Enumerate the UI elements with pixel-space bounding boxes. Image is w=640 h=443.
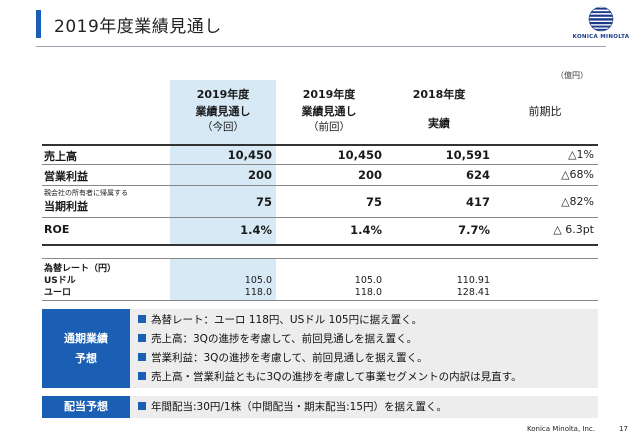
forecast-line-text: 為替レート：ユーロ 118円、USドル 105円に据え置く。 [151,314,423,326]
fx-eur-actual: 128.41 [456,287,490,298]
header-current-type: 業績見通し [195,105,251,118]
fx-rule-top [42,258,598,259]
dividend-lines: 年間配当:30円/1株（中間配当・期末配当:15円）を据え置く。 [138,397,447,417]
row-label-sales: 売上高 [44,150,77,163]
header-change: 前期比 [500,103,590,120]
forecast-line-text: 売上高：3Qの進捗を考慮して、前回見通しを据え置く。 [151,333,418,345]
fx-usd-previous: 105.0 [354,275,382,286]
bullet-square-icon [138,402,146,410]
fx-title: 為替レート（円） [44,264,117,274]
cell-net-previous: 75 [365,195,382,209]
highlight-column-fx [170,258,276,300]
forecast-lines: 為替レート：ユーロ 118円、USドル 105円に据え置く。 売上高：3Qの進捗… [138,311,522,387]
row-label-net-profit: 親会社の所有者に帰属する 当期利益 [44,189,128,214]
header-current-year: 2019年度 [196,88,250,101]
table-rule [42,185,598,186]
forecast-line: 売上高：3Qの進捗を考慮して、前回見通しを据え置く。 [138,330,522,349]
table-rule-bottom [42,244,598,246]
forecast-line-text: 営業利益：3Qの進捗を考慮して、前回見通しを据え置く。 [151,352,428,364]
globe-icon [588,6,614,32]
dividend-tag: 配当予想 [42,396,130,418]
bullet-square-icon [138,334,146,342]
header-previous-type: 業績見通し [301,105,357,118]
forecast-line: 為替レート：ユーロ 118円、USドル 105円に据え置く。 [138,311,522,330]
footer-company: Konica Minolta, Inc. [527,425,595,433]
header-actual-year: 2018年度 [412,88,466,101]
fx-usd-current: 105.0 [244,275,272,286]
company-logo: KONICA MINOLTA [570,6,632,46]
cell-roe-actual: 7.7% [458,223,490,237]
cell-sales-current: 10,450 [227,148,272,162]
cell-op-actual: 624 [465,168,490,182]
forecast-line: 営業利益：3Qの進捗を考慮して、前回見通しを据え置く。 [138,349,522,368]
fx-usd-actual: 110.91 [456,275,490,286]
title-accent-bar [36,10,41,38]
fx-eur-previous: 118.0 [354,287,382,298]
row-label-roe: ROE [44,223,70,236]
forecast-tag-line2: 予想 [75,352,97,365]
row-label-net-profit-main: 当期利益 [44,200,88,213]
table-rule [42,217,598,218]
fx-label-eur: ユーロ [44,288,72,298]
cell-sales-actual: 10,591 [445,148,490,162]
forecast-tag-line1: 通期業績 [64,332,108,345]
table-rule-top [42,144,598,146]
cell-roe-current: 1.4% [240,223,272,237]
header-current: 2019年度 業績見通し （今回） [170,86,276,134]
table-rule [42,164,598,165]
cell-sales-change: △1% [568,148,594,161]
logo-wordmark: KONICA MINOLTA [572,34,630,40]
row-label-net-profit-prefix: 親会社の所有者に帰属する [44,189,128,197]
page-number: 17 [619,425,628,433]
cell-net-actual: 417 [465,195,490,209]
forecast-line-text: 売上高・営業利益ともに3Qの進捗を考慮して事業セグメントの内訳は見直す。 [151,371,522,383]
dividend-box: 配当予想 年間配当:30円/1株（中間配当・期末配当:15円）を据え置く。 [42,396,598,418]
cell-roe-previous: 1.4% [350,223,382,237]
cell-op-current: 200 [247,168,272,182]
cell-net-current: 75 [255,195,272,209]
cell-sales-previous: 10,450 [337,148,382,162]
cell-op-change: △68% [561,168,594,181]
dividend-line-text: 年間配当:30円/1株（中間配当・期末配当:15円）を据え置く。 [151,401,448,413]
title-bar: 2019年度業績見通し [0,0,640,50]
dividend-line: 年間配当:30円/1株（中間配当・期末配当:15円）を据え置く。 [138,397,447,417]
forecast-line: 売上高・営業利益ともに3Qの進捗を考慮して事業セグメントの内訳は見直す。 [138,368,522,387]
header-previous-year: 2019年度 [302,88,356,101]
bullet-square-icon [138,372,146,380]
header-actual: 2018年度 実績 [386,86,492,132]
header-current-note: （今回） [202,121,244,133]
forecast-tag: 通期業績 予想 [42,309,130,388]
forecast-box: 通期業績 予想 為替レート：ユーロ 118円、USドル 105円に据え置く。 売… [42,309,598,388]
fx-eur-current: 118.0 [244,287,272,298]
header-actual-type: 実績 [428,117,450,130]
bullet-square-icon [138,315,146,323]
fx-rule-bottom [42,300,598,301]
row-label-operating-profit: 営業利益 [44,170,88,183]
cell-roe-change: △ 6.3pt [553,223,594,236]
header-previous: 2019年度 業績見通し （前回） [276,86,382,134]
header-change-label: 前期比 [528,105,562,118]
fx-label-usd: USドル [44,276,76,286]
unit-label: （億円） [556,71,588,80]
cell-op-previous: 200 [357,168,382,182]
page-title: 2019年度業績見通し [54,17,222,37]
cell-net-change: △82% [561,195,594,208]
header-previous-note: （前回） [308,121,350,133]
title-divider [36,46,606,47]
bullet-square-icon [138,353,146,361]
